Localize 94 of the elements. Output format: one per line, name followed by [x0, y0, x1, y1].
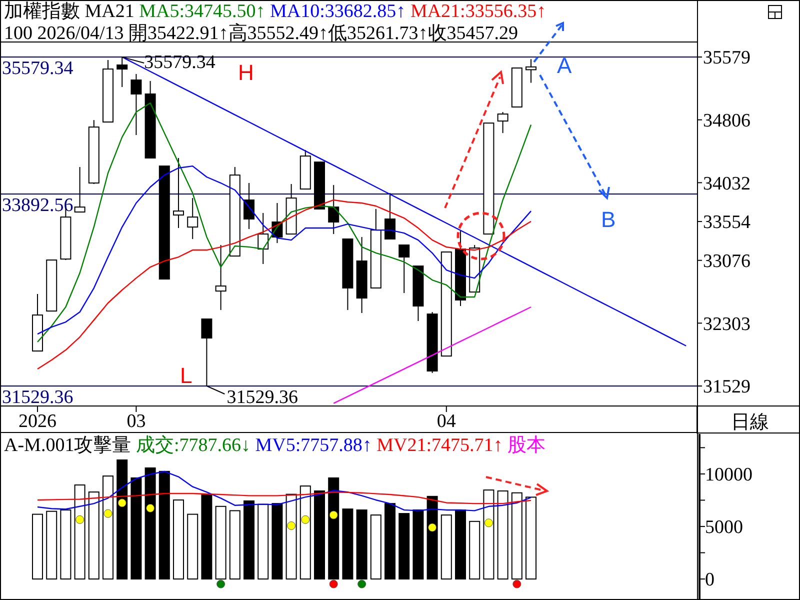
candlestick: [187, 198, 198, 240]
bar: [511, 492, 522, 580]
y-tick-label: 0: [705, 570, 714, 591]
x-tick-label: 04: [436, 411, 456, 432]
x-tick-label: 2026: [18, 411, 56, 432]
y-tick-label: 10000: [705, 464, 752, 486]
point: [216, 580, 226, 588]
bar: [384, 503, 396, 580]
candlestick: [74, 166, 86, 213]
y-tick-label: 31529: [703, 376, 750, 398]
y-tick-label: 35579: [703, 48, 750, 69]
bar: [116, 459, 128, 580]
text: MA21:33556.35↑: [410, 1, 546, 22]
point: [76, 515, 84, 524]
bar: [215, 506, 226, 580]
candlestick: [244, 182, 254, 230]
point: [358, 580, 366, 588]
candlestick: [497, 112, 508, 134]
ref-line-label: 31529.36: [2, 386, 74, 408]
y-tick-label: 32303: [703, 314, 750, 335]
candlestick: [130, 74, 142, 136]
series-label: MV21:7475.71↑: [376, 435, 508, 456]
bar: [440, 514, 452, 580]
bar: [328, 477, 340, 580]
point: [301, 515, 310, 524]
bar: [412, 509, 424, 580]
bar: [173, 499, 184, 580]
bar: [342, 508, 354, 580]
bar: [60, 509, 72, 580]
bar: [187, 514, 198, 580]
annotation: H: [238, 60, 254, 85]
chart-title: A-M.001攻擊量: [4, 435, 136, 456]
point: [146, 504, 155, 512]
point: [428, 523, 437, 532]
text: MA10:33682.85↑: [270, 1, 410, 22]
point: [484, 518, 493, 528]
annotation: 31529.36: [226, 386, 298, 408]
bar: [469, 520, 480, 580]
bar: [74, 484, 86, 580]
bar: [314, 490, 325, 580]
annotation: L: [180, 363, 192, 388]
point: [104, 509, 112, 518]
y-tick-label: 33076: [703, 251, 750, 272]
annotation: B: [601, 207, 616, 232]
bar: [158, 470, 170, 580]
bar: [102, 476, 114, 580]
bar: [370, 514, 382, 580]
bar: [32, 514, 43, 580]
annotation: 100 2026/04/13 開35422.91↑高35552.49↑低35261.73↑收35457.29: [4, 22, 518, 44]
y-tick-label: 33554: [703, 212, 751, 234]
bar: [455, 509, 466, 580]
line-series: [36, 470, 532, 512]
y-tick-label: 34032: [703, 173, 750, 194]
bar: [356, 509, 368, 580]
y-tick-label: 34806: [703, 110, 750, 132]
y-tick-label: 5000: [705, 517, 743, 538]
bar: [88, 491, 100, 580]
text: 日線: [731, 412, 769, 433]
line-series: [36, 492, 532, 504]
bar: [300, 486, 311, 580]
bar: [201, 494, 212, 580]
line-series: [333, 306, 532, 404]
annotation: 股本: [508, 435, 546, 456]
bar: [229, 510, 240, 580]
bar: [130, 477, 142, 580]
bar: [497, 490, 508, 580]
bar: [244, 500, 254, 580]
x-tick-label: 03: [126, 411, 146, 432]
point: [329, 580, 338, 588]
chart-title: 加權指數 MA21: [4, 1, 140, 22]
candlestick: [173, 158, 184, 229]
bar: [258, 504, 269, 580]
bar: [398, 513, 410, 580]
bar: [144, 467, 156, 580]
candlestick: [384, 192, 396, 240]
series-label: 成交:7787.66↓: [136, 434, 256, 456]
annotation: 35579.34: [144, 52, 216, 73]
text: MV5:7757.88↑: [255, 435, 377, 456]
bar: [483, 490, 494, 580]
ref-line-label: 33892.56: [2, 195, 74, 216]
candlestick: [526, 58, 536, 84]
text: MA5:34745.50↑: [139, 1, 270, 22]
candlestick: [328, 184, 340, 235]
bar: [526, 496, 536, 580]
ref-line-label: 35579.34: [2, 58, 74, 79]
point: [287, 521, 296, 530]
point: [329, 510, 338, 520]
point: [118, 498, 126, 508]
candlestick: [398, 244, 410, 294]
bar: [46, 510, 58, 580]
point: [512, 580, 522, 588]
bar: [272, 503, 283, 580]
annotation: A: [557, 53, 572, 78]
candlestick: [215, 244, 226, 310]
